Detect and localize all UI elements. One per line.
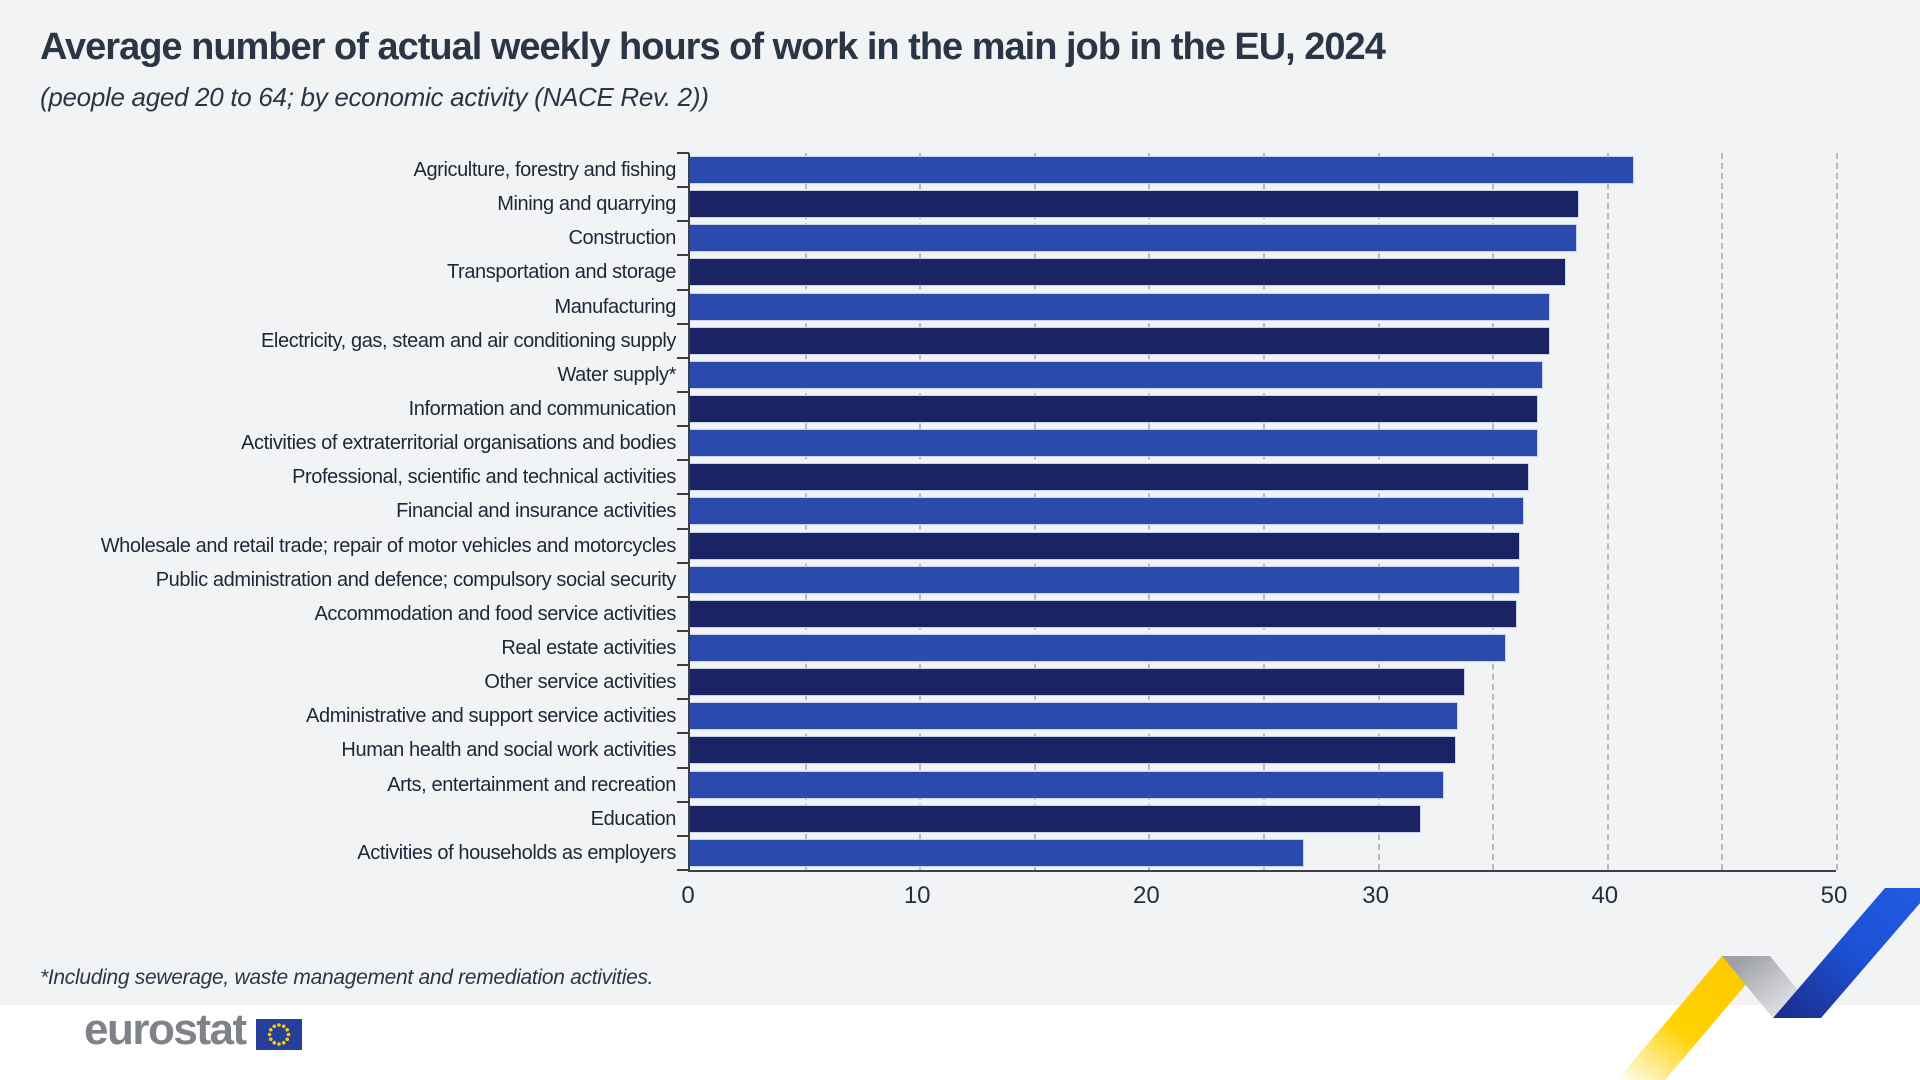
bar xyxy=(690,599,1518,628)
category-label-column: Agriculture, forestry and fishing Mining … xyxy=(0,153,677,870)
y-axis-tick xyxy=(677,391,689,393)
eurostat-ribbon-graphic xyxy=(1617,888,1920,1080)
y-axis-tick xyxy=(677,834,689,837)
category-label: Transportation and storage xyxy=(446,261,676,284)
gridline-40 xyxy=(1606,153,1609,870)
bar xyxy=(690,224,1577,253)
y-axis-tick xyxy=(677,186,689,189)
page-subtitle: (people aged 20 to 64; by economic activ… xyxy=(40,82,709,112)
category-label: Administrative and support service activ… xyxy=(306,705,676,728)
y-axis-tick xyxy=(677,698,689,701)
bar xyxy=(690,702,1458,731)
category-label: Public administration and defence; compu… xyxy=(155,568,677,591)
category-label: Mining and quarrying xyxy=(497,193,676,216)
category-label: Construction xyxy=(568,227,677,250)
gridline-50 xyxy=(1836,153,1838,870)
chart-plot-area xyxy=(677,152,1838,872)
category-label: Wholesale and retail trade; repair of mo… xyxy=(100,534,677,557)
category-label: Human health and social work activities xyxy=(341,739,676,762)
y-axis-tick xyxy=(677,220,689,223)
category-label: Accommodation and food service activitie… xyxy=(314,602,676,625)
flag-star xyxy=(268,1036,273,1041)
y-axis-tick xyxy=(677,561,689,564)
category-label: Financial and insurance activities xyxy=(396,500,676,523)
category-label: Other service activities xyxy=(484,671,676,694)
y-axis-tick xyxy=(677,630,689,632)
ribbon-yellow-stripe xyxy=(1617,956,1770,1080)
bar xyxy=(690,804,1422,833)
y-axis-tick xyxy=(677,356,689,359)
eurostat-logo: eurostat xyxy=(84,1008,302,1052)
y-axis-tick xyxy=(677,254,689,257)
flag-star xyxy=(272,1023,276,1028)
y-axis-tick xyxy=(677,869,689,871)
category-label: Water supply* xyxy=(557,363,676,386)
bar xyxy=(690,395,1539,423)
flag-star xyxy=(276,1022,281,1027)
flag-star xyxy=(268,1027,273,1032)
bar xyxy=(690,565,1520,594)
bar xyxy=(690,634,1506,662)
y-axis-tick xyxy=(677,595,689,598)
x-axis-label-30: 30 xyxy=(1362,882,1389,909)
category-label: Electricity, gas, steam and air conditio… xyxy=(260,329,676,352)
category-label: Professional, scientific and technical a… xyxy=(292,466,676,489)
category-label: Activities of extraterritorial organisat… xyxy=(241,432,676,455)
category-label: Agriculture, forestry and fishing xyxy=(413,159,677,181)
category-label: Information and communication xyxy=(408,398,677,420)
flag-star xyxy=(272,1040,276,1045)
eu-flag-icon xyxy=(255,1018,302,1050)
y-axis-tick xyxy=(677,527,689,530)
flag-star xyxy=(267,1032,271,1036)
bar xyxy=(690,190,1580,219)
category-label: Activities of households as employers xyxy=(357,841,676,864)
page-title: Average number of actual weekly hours of… xyxy=(40,26,1386,68)
y-axis-tick xyxy=(677,732,689,735)
flag-star xyxy=(276,1041,281,1046)
x-axis-label-50: 50 xyxy=(1820,882,1848,909)
bar xyxy=(690,326,1550,355)
y-axis-tick xyxy=(677,664,689,667)
flag-star xyxy=(285,1027,289,1032)
bar xyxy=(690,292,1550,321)
eurostat-logo-text: eurostat xyxy=(84,1005,247,1054)
x-axis-label-10: 10 xyxy=(903,882,931,909)
bar xyxy=(690,497,1525,526)
category-label: Arts, entertainment and recreation xyxy=(387,773,676,796)
flag-star xyxy=(285,1036,289,1041)
y-axis-tick xyxy=(677,800,689,803)
x-axis-label-20: 20 xyxy=(1133,882,1160,909)
x-axis-label-0: 0 xyxy=(681,882,695,909)
bar xyxy=(690,531,1520,560)
category-label: Education xyxy=(590,807,677,830)
ribbon-blue-stripe xyxy=(1773,888,1920,1018)
category-label: Manufacturing xyxy=(554,295,676,318)
x-axis-label-40: 40 xyxy=(1591,882,1619,909)
y-axis-tick xyxy=(677,322,689,325)
bar xyxy=(690,770,1445,799)
y-axis-tick xyxy=(677,288,689,291)
bar xyxy=(690,258,1566,287)
bar xyxy=(690,360,1543,389)
footnote: *Including sewerage, waste management an… xyxy=(40,966,654,989)
flag-star xyxy=(281,1023,286,1028)
y-axis-tick xyxy=(677,459,689,462)
x-axis-tick-labels: 0 10 20 30 40 50 xyxy=(681,882,1847,912)
bar xyxy=(690,463,1529,492)
flag-star xyxy=(286,1032,290,1036)
category-label: Real estate activities xyxy=(501,637,676,659)
bar xyxy=(690,668,1465,697)
y-axis-tick xyxy=(677,425,689,428)
bar xyxy=(690,429,1539,458)
flag-star xyxy=(281,1040,286,1045)
bar xyxy=(690,838,1305,867)
y-axis-tick xyxy=(677,493,689,496)
y-axis-tick xyxy=(677,766,689,769)
bar xyxy=(690,736,1456,765)
y-axis-tick xyxy=(677,152,689,154)
bar xyxy=(690,156,1635,184)
gridline-45 xyxy=(1721,153,1724,870)
